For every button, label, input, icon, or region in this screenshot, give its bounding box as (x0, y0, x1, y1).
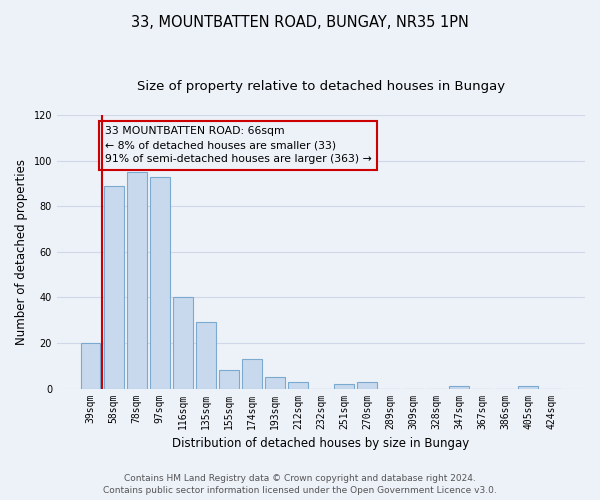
Bar (288, 382, 308, 388)
Bar (242, 359, 262, 388)
Bar (334, 384, 354, 388)
Bar (81, 343, 100, 388)
Text: Contains HM Land Registry data © Crown copyright and database right 2024.
Contai: Contains HM Land Registry data © Crown c… (103, 474, 497, 495)
Bar (265, 377, 284, 388)
Bar (104, 186, 124, 388)
Bar (219, 370, 239, 388)
Bar (449, 386, 469, 388)
Bar (357, 382, 377, 388)
Text: 33, MOUNTBATTEN ROAD, BUNGAY, NR35 1PN: 33, MOUNTBATTEN ROAD, BUNGAY, NR35 1PN (131, 15, 469, 30)
Text: 33 MOUNTBATTEN ROAD: 66sqm
← 8% of detached houses are smaller (33)
91% of semi-: 33 MOUNTBATTEN ROAD: 66sqm ← 8% of detac… (104, 126, 371, 164)
Bar (173, 298, 193, 388)
Bar (150, 176, 170, 388)
X-axis label: Distribution of detached houses by size in Bungay: Distribution of detached houses by size … (172, 437, 470, 450)
Bar (127, 172, 146, 388)
Title: Size of property relative to detached houses in Bungay: Size of property relative to detached ho… (137, 80, 505, 93)
Y-axis label: Number of detached properties: Number of detached properties (15, 159, 28, 345)
Bar (518, 386, 538, 388)
Bar (196, 322, 215, 388)
